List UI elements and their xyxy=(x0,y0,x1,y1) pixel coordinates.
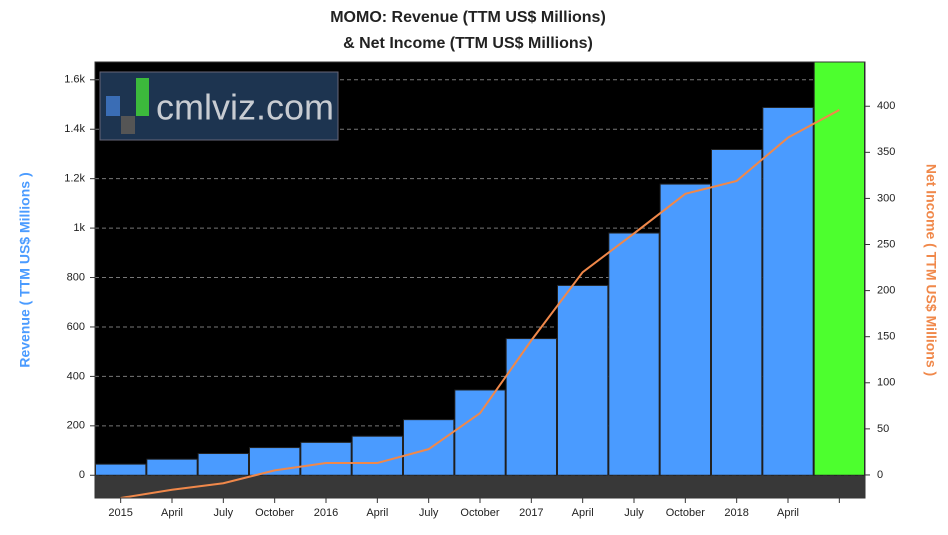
bar xyxy=(197,453,250,476)
x-tick-label: October xyxy=(666,507,705,519)
bar xyxy=(762,106,814,476)
x-tick-label: July xyxy=(624,507,644,519)
x-tick-label: July xyxy=(419,507,439,519)
y-tick-label: 1k xyxy=(73,222,85,234)
y2-axis-title: Net Income ( TTM US$ Millions ) xyxy=(923,164,939,376)
bar xyxy=(454,389,506,476)
chart-title: & Net Income (TTM US$ Millions) xyxy=(343,35,593,52)
negative-zone xyxy=(95,475,865,498)
y2-tick-label: 400 xyxy=(877,100,895,112)
bar xyxy=(300,441,352,476)
logo-block xyxy=(121,116,135,134)
y2-tick-label: 50 xyxy=(877,423,889,435)
x-tick-label: April xyxy=(161,507,183,519)
plot-area xyxy=(95,62,865,498)
y2-tick-label: 250 xyxy=(877,238,895,250)
y-tick-label: 1.2k xyxy=(64,173,85,185)
y2-tick-label: 0 xyxy=(877,469,883,481)
y2-tick-label: 100 xyxy=(877,377,895,389)
x-tick-label: April xyxy=(777,507,799,519)
logo-block xyxy=(106,96,120,116)
bar xyxy=(659,183,712,476)
watermark-text: cmlviz.com xyxy=(156,87,334,128)
line xyxy=(120,109,840,498)
bar xyxy=(813,62,865,476)
bar xyxy=(95,463,147,476)
bar xyxy=(608,232,660,476)
bar xyxy=(351,435,403,476)
bar xyxy=(711,148,763,476)
x-tick-label: 2017 xyxy=(519,507,543,519)
bar xyxy=(403,419,455,476)
y-tick-label: 200 xyxy=(67,420,85,432)
x-tick-label: April xyxy=(572,507,594,519)
y2-tick-label: 200 xyxy=(877,285,895,297)
x-tick-label: 2016 xyxy=(314,507,338,519)
x-tick-label: April xyxy=(366,507,388,519)
x-tick-label: October xyxy=(255,507,294,519)
y-tick-label: 1.6k xyxy=(64,74,85,86)
x-tick-label: 2018 xyxy=(724,507,748,519)
y2-tick-label: 300 xyxy=(877,192,895,204)
y-tick-label: 400 xyxy=(67,370,85,382)
logo-block xyxy=(136,78,149,116)
y-tick-label: 600 xyxy=(67,321,85,333)
x-tick-label: 2015 xyxy=(108,507,132,519)
y-tick-label: 0 xyxy=(79,469,85,481)
x-tick-label: October xyxy=(460,507,499,519)
watermark: cmlviz.com xyxy=(99,71,339,141)
y-tick-label: 800 xyxy=(67,271,85,283)
bar xyxy=(146,458,198,476)
x-tick-label: July xyxy=(214,507,234,519)
bar xyxy=(505,338,557,476)
y-tick-label: 1.4k xyxy=(64,123,85,135)
bar xyxy=(557,284,609,476)
y2-tick-label: 350 xyxy=(877,146,895,158)
y-axis-title: Revenue ( TTM US$ Millions ) xyxy=(17,172,33,367)
y2-tick-label: 150 xyxy=(877,331,895,343)
chart-title: MOMO: Revenue (TTM US$ Millions) xyxy=(330,9,606,26)
